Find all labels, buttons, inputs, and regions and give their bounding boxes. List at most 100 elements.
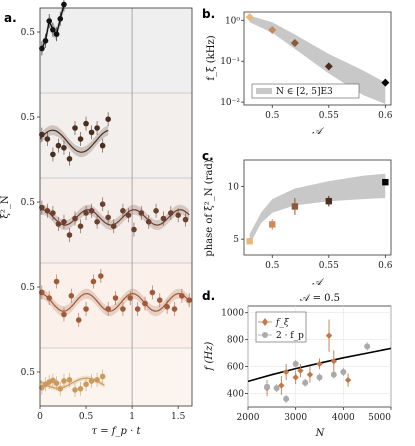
panel-a-point xyxy=(55,221,62,227)
panel-a-xtick-label: 1.5 xyxy=(171,412,186,422)
panel-a-point xyxy=(53,31,60,37)
panel-a-point xyxy=(53,278,60,285)
panel-b-ylabel: f_ξ (kHz) xyxy=(206,35,217,80)
panel-a-point xyxy=(61,1,67,8)
panel-a-point xyxy=(44,208,51,214)
panel-c-point xyxy=(291,203,299,210)
panel-a-marks xyxy=(39,0,193,406)
panel-a-point xyxy=(120,208,126,214)
panel-d-point-2fp xyxy=(364,343,371,350)
panel-d-point-fxi xyxy=(325,332,333,339)
panel-b-point xyxy=(290,38,299,47)
panel-a-ytick-label: 0.5 xyxy=(21,113,36,123)
panel-b-xtick-label: 0.55 xyxy=(319,111,339,121)
panel-d-ytick-label: 800 xyxy=(227,336,244,346)
panel-d-legend-f-xi: f_ξ xyxy=(275,318,290,328)
panel-c-point xyxy=(382,178,389,186)
panel-a-point xyxy=(83,210,89,216)
panel-a-point xyxy=(94,125,100,131)
panel-c-ytick-label: 5 xyxy=(233,235,239,245)
panel-d-point-fxi xyxy=(330,358,337,365)
panel-a-point xyxy=(39,384,45,391)
panel-a-xlabel: τ = f_p · t xyxy=(92,426,142,437)
panel-d-point-fxi xyxy=(292,374,299,381)
panel-a-point xyxy=(83,120,89,127)
panel-b-xtick-label: 0.5 xyxy=(265,111,280,121)
panel-a-point xyxy=(42,38,49,44)
panel-a-point xyxy=(105,116,111,122)
panel-a-point xyxy=(138,210,145,216)
panel-a-point xyxy=(179,293,185,299)
panel-c-band xyxy=(249,173,386,245)
panel-a-point xyxy=(50,210,56,216)
panel-a-point xyxy=(88,208,95,214)
panel-a-point xyxy=(94,219,100,225)
panel-b-band xyxy=(249,15,386,105)
panel-d-legend-2fp: 2 · f_p xyxy=(276,331,304,341)
panel-c: 0.5 0.55 0.6 5 10 c. phase of ξ²_N (rad) 𝒜 xyxy=(202,149,393,288)
panel-d-point-fxi xyxy=(282,368,290,376)
panel-a-point xyxy=(61,378,67,384)
panel-a-fit-curve xyxy=(39,292,190,312)
panel-a-point xyxy=(175,212,181,218)
panel-a-label: a. xyxy=(4,11,17,25)
panel-a-point xyxy=(61,311,67,318)
panel-b-xtick-label: 0.6 xyxy=(378,111,393,121)
panel-b-xlabel: 𝒜 xyxy=(312,126,325,137)
panel-a-point xyxy=(149,289,156,296)
panel-a-point xyxy=(39,131,45,138)
panel-a-ytick-label: 0.5 xyxy=(21,368,36,378)
panel-a-point xyxy=(44,136,51,142)
panel-a-xtick-label: 0 xyxy=(37,412,43,422)
panel-c-ylabel: phase of ξ²_N (rad) xyxy=(204,159,215,256)
panel-a-point xyxy=(112,295,119,301)
panel-c-label: c. xyxy=(202,149,214,163)
panel-a-point xyxy=(99,142,106,149)
panel-b-label: b. xyxy=(202,7,215,21)
panel-a-point xyxy=(160,215,167,222)
panel-a-point xyxy=(50,151,56,158)
panel-a-point xyxy=(50,27,56,33)
panel-a-point xyxy=(94,377,100,383)
panel-a-point xyxy=(72,215,78,222)
panel-b-ytick-label: 10⁻¹ xyxy=(220,57,240,67)
panel-a-point xyxy=(77,223,84,229)
panel-a-fit-curve xyxy=(39,129,109,153)
panel-a-point xyxy=(153,208,159,214)
panel-a-ytick-label: 0.5 xyxy=(21,28,36,38)
panel-c-point xyxy=(246,238,253,245)
panel-c-xtick-label: 0.5 xyxy=(265,261,280,271)
panel-c-xlabel: 𝒜 xyxy=(312,277,325,288)
panel-c-point xyxy=(325,197,333,205)
panel-c-axes: 0.5 0.55 0.6 5 10 xyxy=(228,182,393,271)
panel-a-point xyxy=(90,278,97,285)
panel-a-row-1-bg xyxy=(40,8,192,93)
panel-a-point xyxy=(164,304,170,310)
panel-a-point xyxy=(142,300,148,307)
panel-b-axes: 0.5 0.55 0.6 10⁰ 10⁻¹ 10⁻² xyxy=(220,16,393,121)
panel-a-point xyxy=(125,212,132,218)
panel-b-legend-text: N ∈ [2, 5]E3 xyxy=(276,87,333,97)
panel-a: 0 0.5 1 1.5 0.5 0.5 0.5 0.5 0.5 a. ξ²_N τ = f_p … xyxy=(0,0,193,437)
panel-a-point xyxy=(72,125,78,131)
panel-c-ytick-label: 10 xyxy=(228,182,240,192)
panel-d-point-fxi xyxy=(278,382,285,389)
panel-a-point xyxy=(88,129,95,136)
panel-a-point xyxy=(105,306,111,312)
panel-a-point xyxy=(55,142,62,149)
panel-d-point-fxi xyxy=(297,367,304,374)
panel-a-ytick-label: 0.5 xyxy=(21,283,36,293)
panel-a-ylabel: ξ²_N xyxy=(0,195,11,219)
panel-a-point xyxy=(83,306,89,312)
panel-d-xtick-label: 3000 xyxy=(284,413,307,423)
panel-a-point xyxy=(168,210,174,216)
panel-b-point xyxy=(324,62,333,71)
panel-a-point xyxy=(53,380,60,387)
panel-a-point xyxy=(156,297,163,304)
panel-d-xtick-label: 4000 xyxy=(332,413,355,423)
panel-a-point xyxy=(127,295,134,301)
panel-a-point xyxy=(75,317,82,323)
panel-a-point xyxy=(83,381,89,388)
panel-a-point xyxy=(105,214,111,221)
